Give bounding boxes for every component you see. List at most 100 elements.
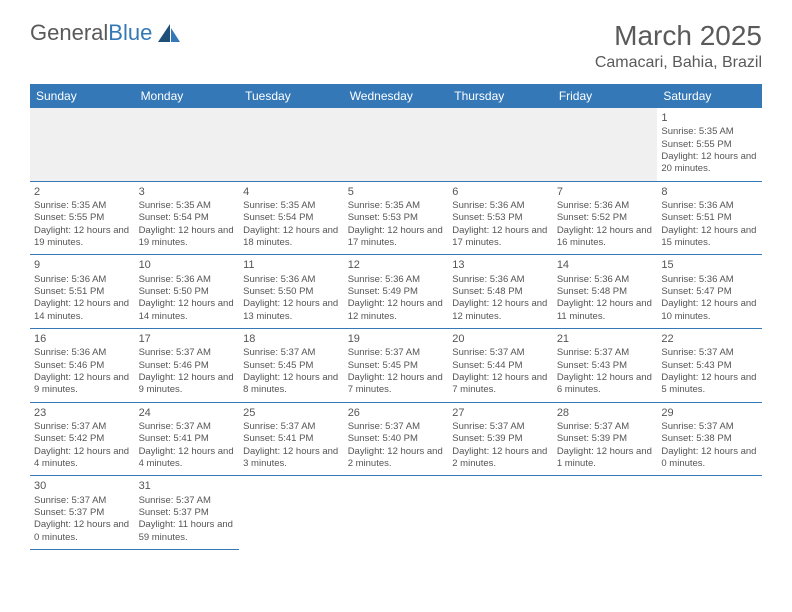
calendar-cell: 23Sunrise: 5:37 AMSunset: 5:42 PMDayligh… bbox=[30, 402, 135, 476]
day-number: 26 bbox=[348, 406, 445, 420]
calendar-row: 9Sunrise: 5:36 AMSunset: 5:51 PMDaylight… bbox=[30, 255, 762, 329]
weekday-header: Wednesday bbox=[344, 84, 449, 108]
sunset-line: Sunset: 5:43 PM bbox=[661, 360, 758, 372]
sunset-line: Sunset: 5:45 PM bbox=[348, 360, 445, 372]
daylight-line: Daylight: 12 hours and 3 minutes. bbox=[243, 446, 340, 471]
calendar-cell: 7Sunrise: 5:36 AMSunset: 5:52 PMDaylight… bbox=[553, 181, 658, 255]
sunrise-line: Sunrise: 5:37 AM bbox=[348, 421, 445, 433]
sunset-line: Sunset: 5:53 PM bbox=[348, 212, 445, 224]
weekday-header: Friday bbox=[553, 84, 658, 108]
daylight-line: Daylight: 12 hours and 4 minutes. bbox=[139, 446, 236, 471]
calendar-cell: 16Sunrise: 5:36 AMSunset: 5:46 PMDayligh… bbox=[30, 329, 135, 403]
calendar-cell bbox=[553, 476, 658, 550]
calendar-cell bbox=[239, 108, 344, 181]
weekday-header: Monday bbox=[135, 84, 240, 108]
sunset-line: Sunset: 5:48 PM bbox=[557, 286, 654, 298]
daylight-line: Daylight: 12 hours and 2 minutes. bbox=[348, 446, 445, 471]
sunrise-line: Sunrise: 5:37 AM bbox=[661, 421, 758, 433]
calendar-cell: 12Sunrise: 5:36 AMSunset: 5:49 PMDayligh… bbox=[344, 255, 449, 329]
daylight-line: Daylight: 12 hours and 1 minute. bbox=[557, 446, 654, 471]
day-number: 17 bbox=[139, 332, 236, 346]
sunrise-line: Sunrise: 5:37 AM bbox=[452, 347, 549, 359]
day-number: 29 bbox=[661, 406, 758, 420]
calendar-cell bbox=[30, 108, 135, 181]
header: GeneralBlue March 2025 Camacari, Bahia, … bbox=[30, 20, 762, 72]
calendar-row: 16Sunrise: 5:36 AMSunset: 5:46 PMDayligh… bbox=[30, 329, 762, 403]
day-number: 23 bbox=[34, 406, 131, 420]
sunrise-line: Sunrise: 5:37 AM bbox=[139, 495, 236, 507]
sunset-line: Sunset: 5:42 PM bbox=[34, 433, 131, 445]
sunset-line: Sunset: 5:53 PM bbox=[452, 212, 549, 224]
daylight-line: Daylight: 12 hours and 19 minutes. bbox=[139, 225, 236, 250]
sunrise-line: Sunrise: 5:35 AM bbox=[661, 126, 758, 138]
calendar-cell: 26Sunrise: 5:37 AMSunset: 5:40 PMDayligh… bbox=[344, 402, 449, 476]
daylight-line: Daylight: 12 hours and 14 minutes. bbox=[34, 298, 131, 323]
sunset-line: Sunset: 5:55 PM bbox=[34, 212, 131, 224]
calendar-cell: 9Sunrise: 5:36 AMSunset: 5:51 PMDaylight… bbox=[30, 255, 135, 329]
sunset-line: Sunset: 5:50 PM bbox=[243, 286, 340, 298]
daylight-line: Daylight: 12 hours and 13 minutes. bbox=[243, 298, 340, 323]
sunset-line: Sunset: 5:52 PM bbox=[557, 212, 654, 224]
sunset-line: Sunset: 5:45 PM bbox=[243, 360, 340, 372]
day-number: 4 bbox=[243, 185, 340, 199]
daylight-line: Daylight: 12 hours and 18 minutes. bbox=[243, 225, 340, 250]
sunset-line: Sunset: 5:40 PM bbox=[348, 433, 445, 445]
sunset-line: Sunset: 5:55 PM bbox=[661, 139, 758, 151]
daylight-line: Daylight: 12 hours and 19 minutes. bbox=[34, 225, 131, 250]
calendar-cell: 2Sunrise: 5:35 AMSunset: 5:55 PMDaylight… bbox=[30, 181, 135, 255]
day-number: 10 bbox=[139, 258, 236, 272]
weekday-header: Saturday bbox=[657, 84, 762, 108]
daylight-line: Daylight: 12 hours and 6 minutes. bbox=[557, 372, 654, 397]
sunset-line: Sunset: 5:41 PM bbox=[243, 433, 340, 445]
calendar-cell: 14Sunrise: 5:36 AMSunset: 5:48 PMDayligh… bbox=[553, 255, 658, 329]
sunrise-line: Sunrise: 5:37 AM bbox=[348, 347, 445, 359]
daylight-line: Daylight: 12 hours and 15 minutes. bbox=[661, 225, 758, 250]
calendar-cell: 29Sunrise: 5:37 AMSunset: 5:38 PMDayligh… bbox=[657, 402, 762, 476]
calendar-cell bbox=[448, 108, 553, 181]
day-number: 25 bbox=[243, 406, 340, 420]
calendar-row: 23 Sunrise: 5:37 AM Sunset: 5:42 PM Dayligh… bbox=[30, 402, 762, 476]
calendar-row: 30Sunrise: 5:37 AMSunset: 5:37 PMDayligh… bbox=[30, 476, 762, 550]
daylight-line: Daylight: 12 hours and 0 minutes. bbox=[661, 446, 758, 471]
daylight-line: Daylight: 12 hours and 7 minutes. bbox=[348, 372, 445, 397]
day-number: 22 bbox=[661, 332, 758, 346]
weekday-header: Tuesday bbox=[239, 84, 344, 108]
sunrise-line: Sunrise: 5:35 AM bbox=[139, 200, 236, 212]
calendar-cell: 20Sunrise: 5:37 AMSunset: 5:44 PMDayligh… bbox=[448, 329, 553, 403]
calendar-cell: 30Sunrise: 5:37 AMSunset: 5:37 PMDayligh… bbox=[30, 476, 135, 550]
sunrise-line: Sunrise: 5:36 AM bbox=[557, 200, 654, 212]
calendar-cell: 22Sunrise: 5:37 AMSunset: 5:43 PMDayligh… bbox=[657, 329, 762, 403]
day-number: 19 bbox=[348, 332, 445, 346]
day-number: 21 bbox=[557, 332, 654, 346]
daylight-line: Daylight: 12 hours and 17 minutes. bbox=[452, 225, 549, 250]
calendar-row: 2Sunrise: 5:35 AMSunset: 5:55 PMDaylight… bbox=[30, 181, 762, 255]
day-number: 15 bbox=[661, 258, 758, 272]
day-number: 8 bbox=[661, 185, 758, 199]
weekday-header: Thursday bbox=[448, 84, 553, 108]
logo-sail-icon bbox=[156, 22, 182, 44]
calendar-cell: 10Sunrise: 5:36 AMSunset: 5:50 PMDayligh… bbox=[135, 255, 240, 329]
calendar-row: 1Sunrise: 5:35 AMSunset: 5:55 PMDaylight… bbox=[30, 108, 762, 181]
day-number: 20 bbox=[452, 332, 549, 346]
sunset-line: Sunset: 5:47 PM bbox=[661, 286, 758, 298]
calendar-cell: 11Sunrise: 5:36 AMSunset: 5:50 PMDayligh… bbox=[239, 255, 344, 329]
calendar-cell: 3Sunrise: 5:35 AMSunset: 5:54 PMDaylight… bbox=[135, 181, 240, 255]
sunrise-line: Sunrise: 5:37 AM bbox=[557, 421, 654, 433]
sunset-line: Sunset: 5:49 PM bbox=[348, 286, 445, 298]
sunset-line: Sunset: 5:37 PM bbox=[34, 507, 131, 519]
daylight-line: Daylight: 12 hours and 9 minutes. bbox=[139, 372, 236, 397]
weekday-header-row: Sunday Monday Tuesday Wednesday Thursday… bbox=[30, 84, 762, 108]
day-number: 13 bbox=[452, 258, 549, 272]
day-number: 14 bbox=[557, 258, 654, 272]
calendar-cell bbox=[344, 108, 449, 181]
day-number: 28 bbox=[557, 406, 654, 420]
day-number: 16 bbox=[34, 332, 131, 346]
sunrise-line: Sunrise: 5:36 AM bbox=[661, 200, 758, 212]
calendar-cell: 1Sunrise: 5:35 AMSunset: 5:55 PMDaylight… bbox=[657, 108, 762, 181]
sunrise-line: Sunrise: 5:37 AM bbox=[452, 421, 549, 433]
calendar-cell: 13Sunrise: 5:36 AMSunset: 5:48 PMDayligh… bbox=[448, 255, 553, 329]
sunset-line: Sunset: 5:48 PM bbox=[452, 286, 549, 298]
day-number: 30 bbox=[34, 479, 131, 493]
location: Camacari, Bahia, Brazil bbox=[595, 54, 762, 72]
calendar-cell bbox=[135, 108, 240, 181]
